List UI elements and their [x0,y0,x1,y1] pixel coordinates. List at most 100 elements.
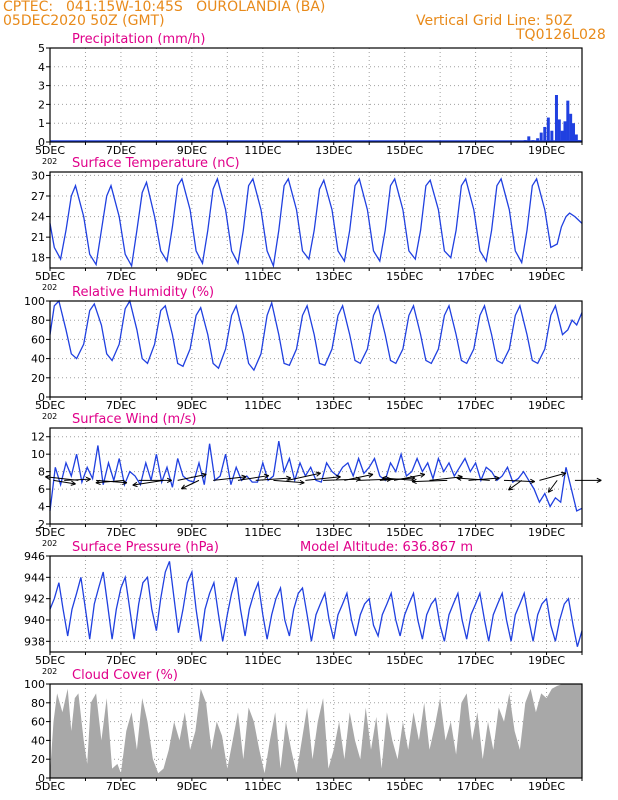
y-tick-label: 5 [38,42,45,55]
x-tick-label: 11DEC [244,654,281,667]
wind-vector-head [382,475,388,481]
temp-series-line [49,176,583,269]
wind-vector-head [560,471,567,477]
wind-vector-head [263,473,270,479]
x-tick-label: 15DEC [386,654,423,667]
y-tick-label: 0 [38,136,45,149]
wind-vector [53,479,76,485]
header-issue-time: 05DEC2020 50Z (GMT) [3,13,165,29]
panel-frame [49,427,583,525]
wind-vector-head [547,487,554,493]
wind-vector-head [180,484,187,490]
wind-vector [177,473,207,481]
wind-vector-head [70,480,76,486]
x-tick-label: 13DEC [315,654,352,667]
panel-frame [49,555,583,653]
y-tick-label: 940 [24,614,45,627]
x-tick-label: 7DEC [106,780,136,793]
y-tick-label: 0 [38,772,45,785]
x-tick-label: 19DEC [528,270,565,283]
x-year-fragment: 202 [42,412,57,421]
wind-vector [547,480,558,493]
x-tick-label: 13DEC [315,526,352,539]
panel-frame [49,683,583,779]
x-tick-label: 19DEC [528,654,565,667]
y-tick-label: 1 [38,117,45,130]
wind-vector-head [367,472,374,478]
wind-vector [132,479,164,486]
header-grid-note: Vertical Grid Line: 50Z [416,13,573,29]
wind-vector [255,477,291,481]
y-tick-label: 6 [38,483,45,496]
x-tick-label: 19DEC [528,144,565,157]
x-tick-label: 19DEC [528,526,565,539]
x-tick-label: 5DEC [35,144,65,157]
x-tick-label: 13DEC [315,144,352,157]
y-tick-label: 60 [31,333,45,346]
wind-vector-head [315,471,321,477]
wind-vector [508,479,523,491]
wind-vector [468,477,500,481]
x-tick-label: 17DEC [457,399,494,412]
x-tick-label: 11DEC [244,144,281,157]
x-tick-label: 15DEC [386,526,423,539]
wind-vector-head [456,475,462,481]
pressure-series-line [49,561,583,647]
y-tick-label: 942 [24,593,45,606]
cloud-cover-area [50,684,582,778]
wind-vector [305,476,341,481]
wind-vector-head [95,479,101,486]
x-tick-label: 11DEC [244,399,281,412]
y-tick-label: 2 [38,98,45,111]
x-tick-label: 11DEC [244,526,281,539]
wind-vector-head [508,485,514,491]
x-tick-label: 13DEC [315,780,352,793]
precip-bar [566,100,570,142]
header-location: 041:15W-10:45S OUROLANDIA (BA) [66,0,326,15]
y-tick-label: 24 [31,211,45,224]
y-tick-label: 10 [31,448,45,461]
y-tick-label: 3 [38,80,45,93]
y-tick-label: 40 [31,734,45,747]
y-tick-label: 40 [31,353,45,366]
wind-vector [358,478,392,481]
y-tick-label: 8 [38,466,45,479]
precip-bar [560,130,564,142]
header-model-code: TQ0126L028 [516,27,606,43]
wind-vector [382,477,416,481]
x-tick-label: 7DEC [106,399,136,412]
x-tick-label: 5DEC [35,526,65,539]
wind-series-line [49,440,583,512]
wind-vector [213,476,247,481]
x-tick-label: 17DEC [457,144,494,157]
x-tick-label: 17DEC [457,780,494,793]
wind-vector [323,478,361,481]
cloud-title: Cloud Cover (%) [72,668,178,683]
x-year-fragment: 202 [42,539,57,548]
x-tick-label: 5DEC [35,654,65,667]
x-tick-label: 11DEC [244,270,281,283]
wind-vector [45,476,79,481]
y-tick-label: 12 [31,431,45,444]
precip-bar [569,113,573,142]
wind-vector [539,472,566,481]
y-tick-label: 100 [24,678,45,691]
wind-vector [237,475,269,481]
wind-vector [273,479,305,484]
x-tick-label: 9DEC [177,780,207,793]
wind-vector [503,479,535,483]
y-tick-label: 20 [31,372,45,385]
x-tick-label: 7DEC [106,270,136,283]
wind-vector-head [411,478,417,485]
y-tick-label: 2 [38,518,45,531]
wind-vector-head [299,479,305,486]
y-tick-label: 4 [38,61,45,74]
panel-frame [49,171,583,269]
x-tick-label: 19DEC [528,399,565,412]
x-tick-label: 15DEC [386,780,423,793]
x-tick-label: 19DEC [528,780,565,793]
wind-vector-head [529,478,536,485]
x-tick-label: 9DEC [177,144,207,157]
y-tick-label: 944 [24,571,45,584]
